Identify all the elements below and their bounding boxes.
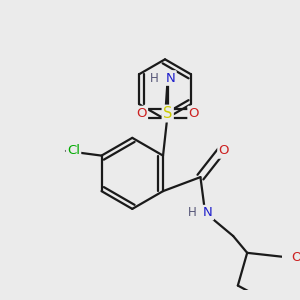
Text: N: N: [203, 206, 213, 219]
Text: O: O: [292, 251, 300, 264]
Text: O: O: [136, 107, 147, 120]
Text: S: S: [163, 106, 172, 121]
Text: Cl: Cl: [67, 144, 80, 158]
Text: N: N: [166, 71, 176, 85]
Text: O: O: [189, 107, 199, 120]
Text: H: H: [188, 206, 196, 219]
Text: H: H: [150, 71, 159, 85]
Text: O: O: [219, 144, 229, 158]
